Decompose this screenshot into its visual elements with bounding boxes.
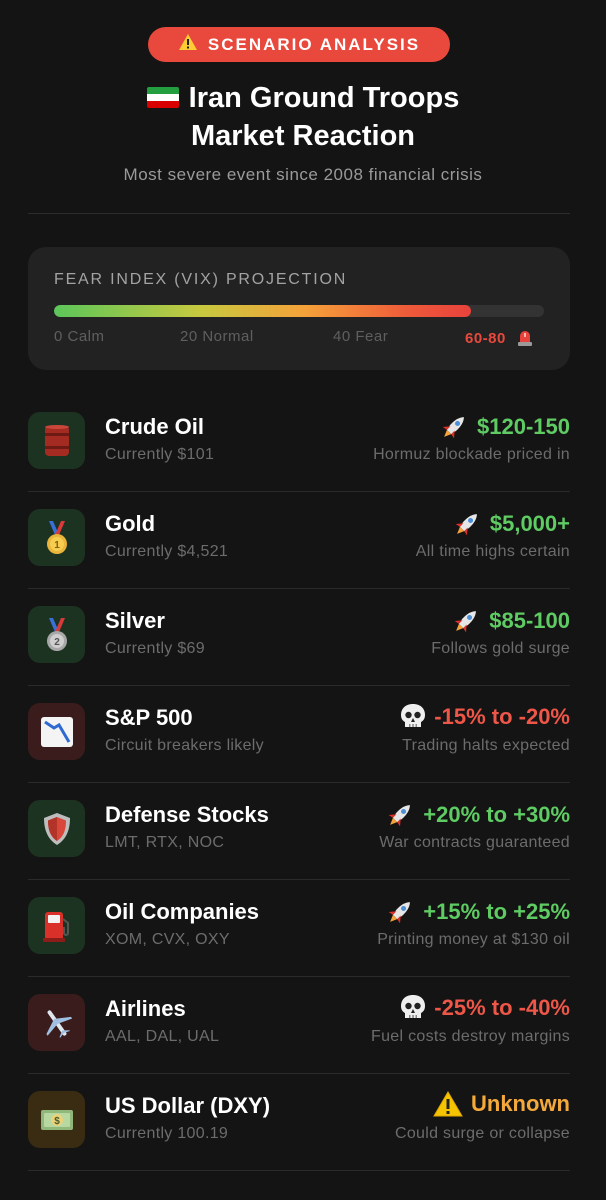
asset-subtitle: Circuit breakers likely [105, 737, 264, 754]
asset-projection: $120-150 [439, 412, 570, 442]
asset-subtitle: XOM, CVX, OXY [105, 931, 230, 948]
asset-projection-value: -25% to -40% [434, 995, 570, 1020]
svg-text:1: 1 [54, 540, 60, 551]
vix-label-extreme: 60-80 [465, 328, 533, 350]
title-line-2: Market Reaction [190, 120, 415, 152]
rocket-icon [385, 897, 415, 927]
asset-projection-value: +15% to +25% [423, 899, 570, 924]
asset-projection-value: Unknown [471, 1091, 570, 1116]
vix-label-calm: 0 Calm [54, 328, 105, 345]
airplane-icon [28, 994, 85, 1051]
asset-name: Crude Oil [105, 414, 205, 439]
asset-projection-value: $5,000+ [489, 511, 570, 536]
asset-row: 1 Gold Currently $4,521 $5,000+ All time hig… [28, 492, 570, 589]
asset-name: US Dollar (DXY) [105, 1093, 271, 1118]
scenario-badge: SCENARIO ANALYSIS [148, 27, 450, 62]
asset-name: Silver [105, 608, 165, 633]
asset-projection-value: $85-100 [489, 608, 570, 633]
rocket-icon [451, 606, 481, 636]
fuel-pump-icon [28, 897, 85, 954]
asset-name: S&P 500 [105, 705, 193, 730]
asset-row: S&P 500 Circuit breakers likely -15% to -2… [28, 686, 570, 783]
asset-projection: $85-100 [451, 606, 570, 636]
asset-row: Crude Oil Currently $101 $120-150 Hormuz bl… [28, 395, 570, 492]
iran-flag-icon [146, 87, 179, 108]
asset-row: $ US Dollar (DXY) Currently 100.19 Unknown C… [28, 1074, 570, 1171]
header-divider [28, 213, 570, 214]
asset-note: War contracts guaranteed [379, 834, 570, 851]
asset-note: Follows gold surge [431, 640, 570, 657]
row-divider [28, 685, 570, 686]
silver-medal-icon: 2 [28, 606, 85, 663]
asset-note: Fuel costs destroy margins [371, 1028, 570, 1045]
warning-icon [433, 1091, 463, 1117]
asset-projection: +15% to +25% [385, 897, 570, 927]
asset-name: Defense Stocks [105, 802, 269, 827]
gold-medal-icon: 1 [28, 509, 85, 566]
dollar-banknote-icon: $ [28, 1091, 85, 1148]
badge-label: SCENARIO ANALYSIS [207, 34, 421, 54]
asset-name: Airlines [105, 996, 186, 1021]
asset-projection: +20% to +30% [385, 800, 570, 830]
row-divider [28, 782, 570, 783]
asset-subtitle: LMT, RTX, NOC [105, 834, 225, 851]
vix-label-normal: 20 Normal [180, 328, 254, 345]
asset-projection: -25% to -40% [400, 994, 570, 1022]
siren-icon [517, 328, 533, 350]
row-divider [28, 1073, 570, 1074]
asset-note: Printing money at $130 oil [377, 931, 570, 948]
asset-note: Could surge or collapse [395, 1125, 570, 1142]
asset-note: All time highs certain [415, 543, 570, 560]
asset-row: Airlines AAL, DAL, UAL -25% to -40% Fuel co… [28, 977, 570, 1074]
vix-progress-track [54, 305, 544, 317]
warning-icon [178, 33, 198, 56]
asset-subtitle: Currently 100.19 [105, 1125, 229, 1142]
asset-projection-value: $120-150 [477, 414, 570, 439]
vix-label-fear: 40 Fear [333, 328, 389, 345]
page-subtitle: Most severe event since 2008 financial c… [123, 165, 483, 184]
row-divider [28, 1170, 570, 1171]
vix-label-extreme-text: 60-80 [465, 330, 506, 347]
asset-row: Oil Companies XOM, CVX, OXY +15% to +25% Pr… [28, 880, 570, 977]
asset-name: Oil Companies [105, 899, 260, 924]
asset-note: Hormuz blockade priced in [373, 446, 570, 463]
title-line-1: Iran Ground Troops [188, 82, 460, 114]
vix-card: FEAR INDEX (VIX) PROJECTION 0 Calm 20 No… [28, 247, 570, 370]
asset-projection-value: +20% to +30% [423, 802, 570, 827]
asset-note: Trading halts expected [402, 737, 570, 754]
row-divider [28, 976, 570, 977]
asset-projection: Unknown [433, 1091, 570, 1117]
asset-projection: -15% to -20% [400, 703, 570, 731]
row-divider [28, 879, 570, 880]
shield-icon [28, 800, 85, 857]
asset-subtitle: AAL, DAL, UAL [105, 1028, 220, 1045]
rocket-icon [385, 800, 415, 830]
row-divider [28, 588, 570, 589]
asset-row: 2 Silver Currently $69 $85-100 Follows gold … [28, 589, 570, 686]
svg-text:$: $ [54, 1116, 60, 1127]
chart-decreasing-icon [28, 703, 85, 760]
asset-projection-value: -15% to -20% [434, 704, 570, 729]
asset-name: Gold [105, 511, 156, 536]
oil-barrel-icon [28, 412, 85, 469]
rocket-icon [452, 509, 482, 539]
asset-row: Defense Stocks LMT, RTX, NOC +20% to +30% W… [28, 783, 570, 880]
svg-text:2: 2 [54, 637, 60, 648]
row-divider [28, 491, 570, 492]
vix-progress-fill [54, 305, 471, 317]
skull-icon [400, 994, 426, 1022]
page-title: Iran Ground Troops Market Reaction [0, 79, 606, 155]
asset-projection: $5,000+ [452, 509, 570, 539]
skull-icon [400, 703, 426, 731]
rocket-icon [439, 412, 469, 442]
asset-subtitle: Currently $101 [105, 446, 215, 463]
vix-title: FEAR INDEX (VIX) PROJECTION [54, 271, 348, 288]
asset-subtitle: Currently $4,521 [105, 543, 229, 560]
asset-subtitle: Currently $69 [105, 640, 205, 657]
